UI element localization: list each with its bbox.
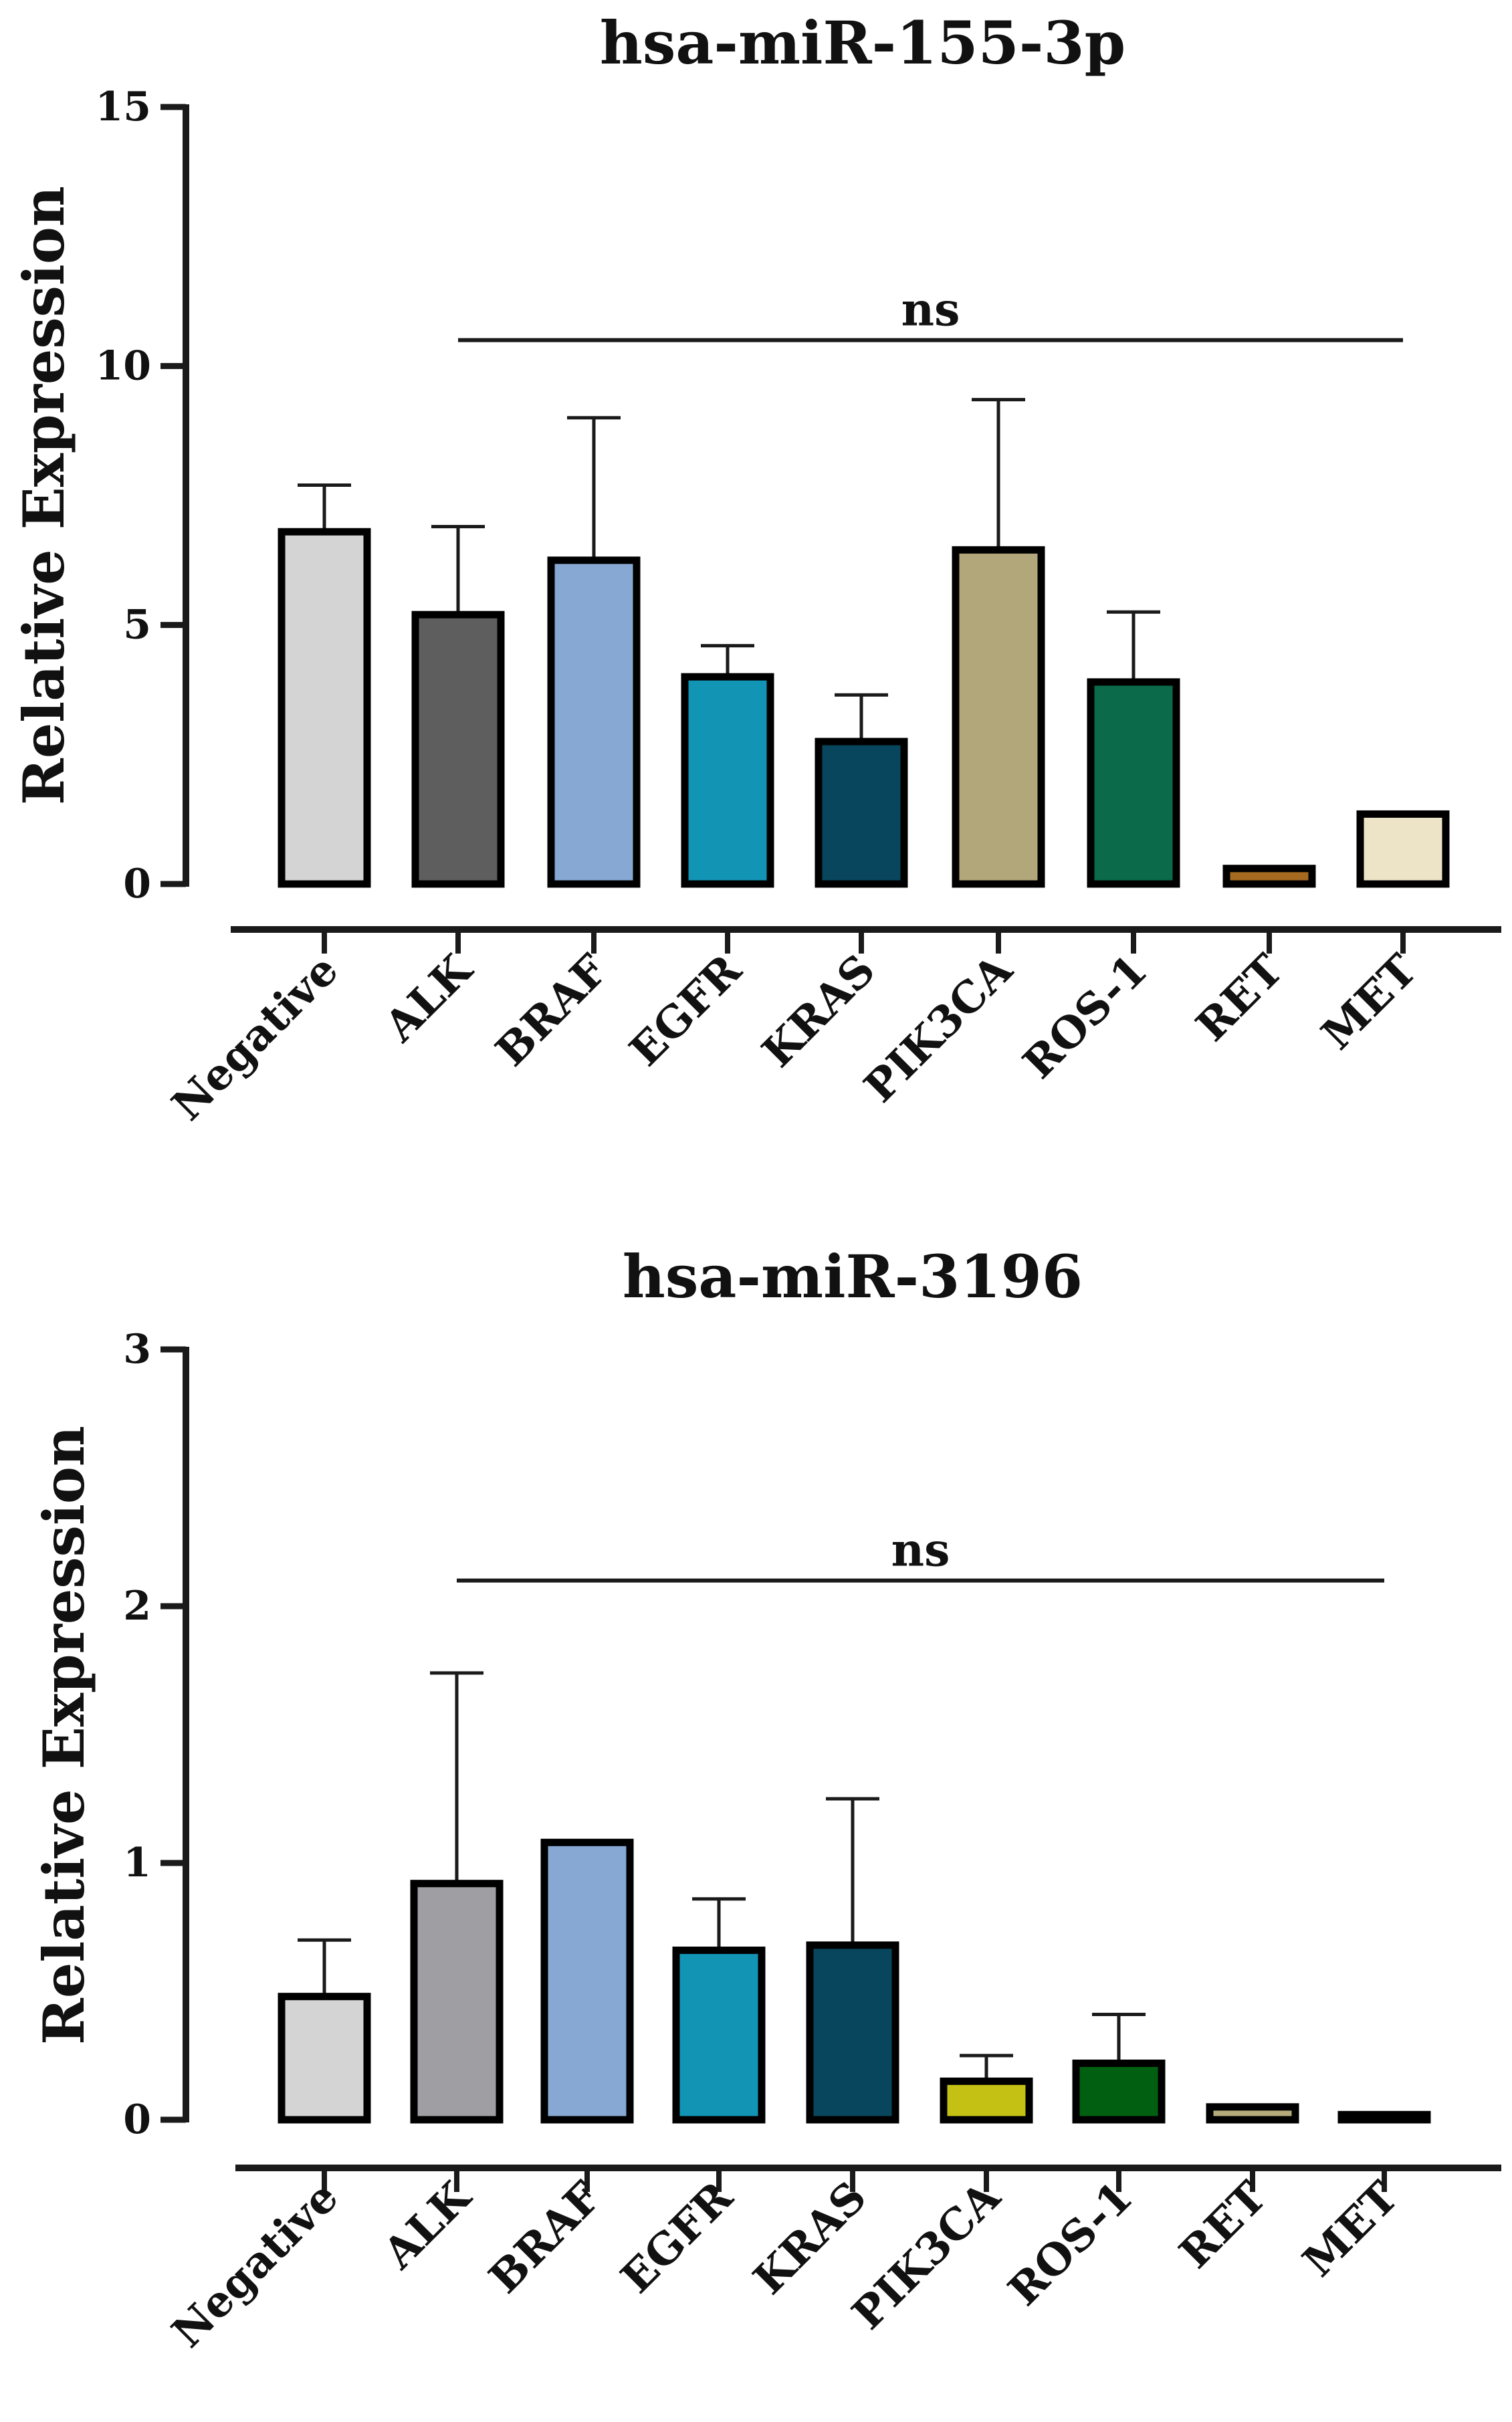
y-tick-label: 15 — [96, 84, 152, 130]
bar-alk — [411, 611, 505, 888]
x-tick-label: ALK — [374, 944, 483, 1053]
chart-title: hsa-miR-3196 — [623, 1242, 1083, 1311]
bar-ret — [1206, 2103, 1299, 2124]
x-tick-label: ALK — [373, 2171, 481, 2280]
x-tick-label: EGFR — [611, 2172, 742, 2303]
chart-title: hsa-miR-155-3p — [600, 8, 1125, 78]
significance-label: ns — [901, 284, 960, 337]
x-tick-label: ROS-1 — [999, 2172, 1143, 2316]
x-tick-label: PIK3CA — [843, 2171, 1010, 2339]
y-tick-label: 2 — [123, 1583, 151, 1630]
y-tick-label: 0 — [123, 861, 151, 907]
x-tick-label: BRAF — [479, 2172, 611, 2303]
bar-pik3ca — [952, 546, 1045, 888]
y-axis-label: Relative Expression — [11, 186, 77, 805]
y-tick-label: 5 — [123, 602, 151, 649]
chart-mir-155-3p: hsa-miR-155-3p Relative Expression 0 5 10 15 N… — [11, 8, 1501, 1131]
x-tick-label: ROS-1 — [1014, 945, 1158, 1089]
bar-braf — [540, 1838, 634, 2124]
bar-ros-1 — [1072, 2060, 1166, 2124]
x-tick-label: BRAF — [486, 945, 617, 1076]
x-tick-label: MET — [1293, 2172, 1408, 2286]
x-tick-label: EGFR — [620, 945, 751, 1076]
x-tick-label: RET — [1170, 2172, 1277, 2278]
x-tick-label: Negative — [163, 2172, 348, 2357]
bar-ret — [1222, 865, 1316, 888]
x-tick-label: MET — [1312, 945, 1426, 1059]
bar-negative — [278, 528, 371, 888]
significance-label: ns — [891, 1524, 950, 1577]
chart-mir-3196: hsa-miR-3196 Relative Expression 0 1 2 3 Negat… — [31, 1242, 1501, 2358]
x-tick-label: KRAS — [744, 2172, 877, 2304]
y-axis-label: Relative Expression — [31, 1426, 97, 2045]
bar-kras — [815, 738, 908, 888]
x-tick-label: KRAS — [753, 945, 885, 1077]
x-tick-label: PIK3CA — [855, 944, 1022, 1112]
y-tick-label: 3 — [123, 1326, 151, 1373]
y-tick-label: 0 — [123, 2096, 151, 2143]
y-tick-label: 10 — [96, 342, 152, 389]
bar-ros-1 — [1087, 678, 1180, 888]
y-tick-label: 1 — [123, 1840, 151, 1886]
x-tick-label: RET — [1187, 945, 1293, 1051]
bar-met — [1337, 2110, 1431, 2124]
bar-alk — [410, 1880, 504, 2124]
bar-braf — [547, 556, 641, 888]
bar-met — [1356, 810, 1450, 888]
bar-negative — [278, 1993, 371, 2124]
bar-pik3ca — [940, 2077, 1033, 2124]
bar-egfr — [672, 1947, 766, 2124]
x-tick-label: Negative — [163, 945, 348, 1130]
bar-kras — [806, 1941, 899, 2124]
bar-egfr — [681, 673, 774, 888]
